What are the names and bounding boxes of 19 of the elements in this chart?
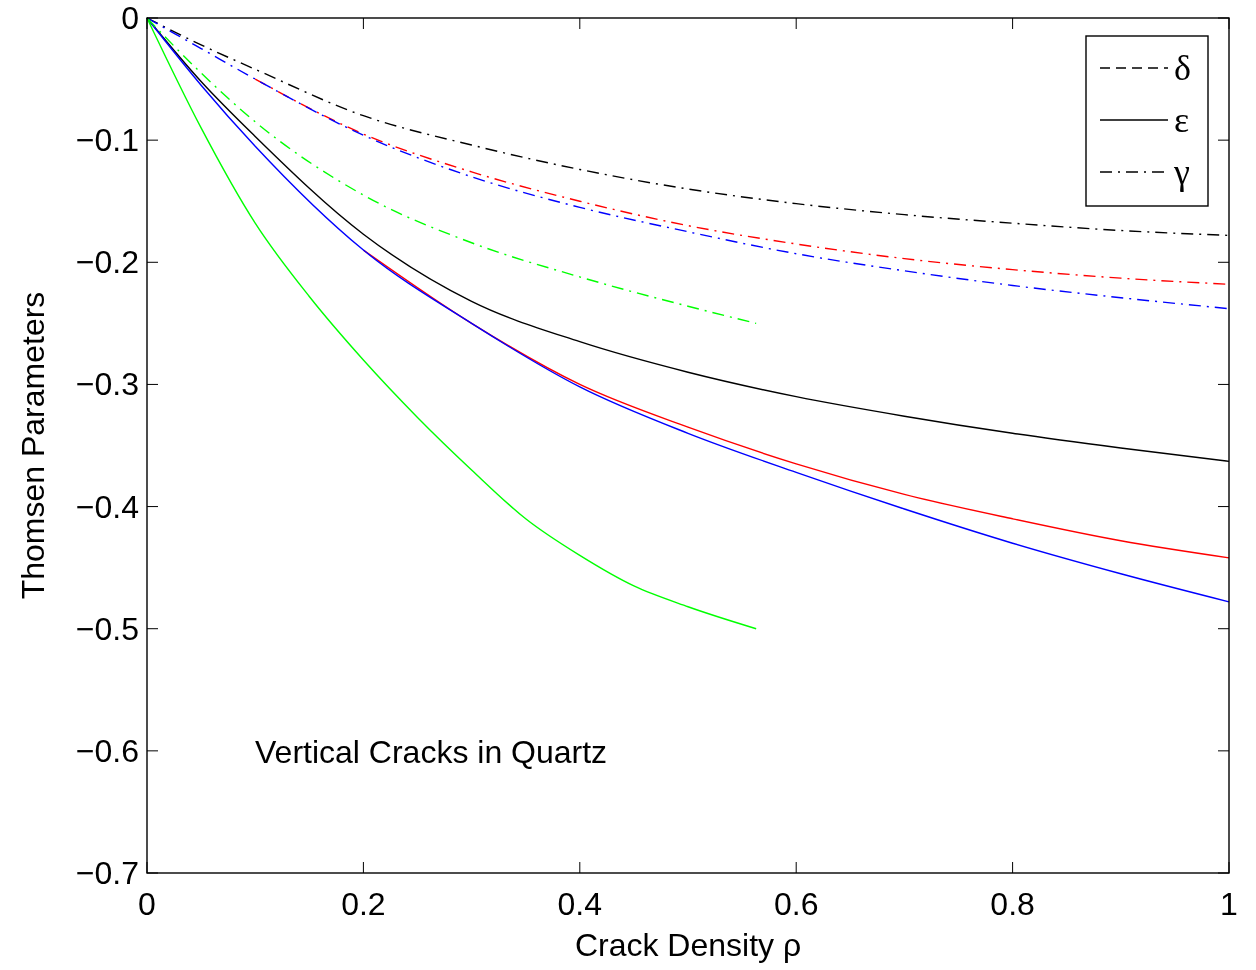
y-tick-label: −0.3 [75, 366, 139, 403]
x-tick-label: 1 [1220, 886, 1238, 922]
x-tick-label: 0.6 [773, 886, 819, 922]
legend-label: γ [1173, 152, 1190, 192]
legend-label: ε [1174, 100, 1190, 140]
y-tick-label: −0.5 [75, 610, 139, 647]
x-tick-label: 0.4 [557, 886, 603, 922]
legend-label: δ [1174, 48, 1191, 88]
y-tick-label: −0.6 [75, 732, 139, 769]
y-axis-title: Thomsen Parameters [15, 291, 51, 600]
y-tick-label: −0.7 [75, 855, 139, 891]
annotation: Vertical Cracks in Quartz [255, 733, 608, 770]
y-tick-label: −0.1 [75, 122, 139, 159]
y-tick-label: −0.2 [75, 244, 139, 281]
y-tick-label: 0 [121, 0, 139, 36]
x-tick-label: 0.2 [341, 886, 386, 922]
x-tick-label: 0.8 [990, 886, 1035, 922]
y-tick-label: −0.4 [75, 488, 139, 525]
x-axis-title: Crack Density ρ [574, 927, 802, 963]
